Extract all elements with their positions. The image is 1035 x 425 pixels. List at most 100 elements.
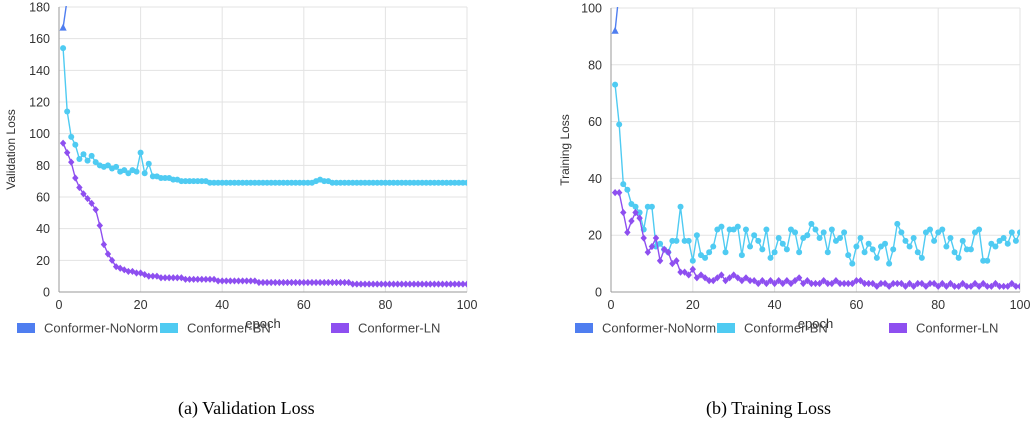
series-line [614, 84, 1020, 265]
data-point [243, 277, 250, 285]
data-point [612, 81, 619, 88]
legend-swatch [17, 323, 35, 333]
data-point [673, 237, 680, 244]
grid [59, 6, 468, 292]
validation-loss-chart: 0 20 40 60 80 100 0 20 40 60 80 100 120 140 160 180 epoc… [4, 1, 477, 336]
x-tick-label: 40 [768, 298, 782, 312]
data-point [227, 277, 234, 285]
data-point [214, 277, 222, 285]
data-point [133, 269, 140, 277]
data-point [333, 278, 340, 287]
data-point [644, 248, 652, 256]
data-point [329, 278, 336, 287]
data-point [365, 280, 373, 288]
data-point [812, 279, 819, 288]
training-loss-chart: 0 20 40 60 80 100 0 20 40 60 80 100 epoch Training Lo… [558, 2, 1030, 336]
y-tick-label: 100 [29, 127, 50, 141]
data-point [890, 246, 897, 253]
caption-validation-loss: (a) Validation Loss [178, 398, 315, 418]
data-point [828, 279, 836, 288]
y-tick-label: 20 [36, 254, 50, 268]
legend-swatch [575, 323, 593, 333]
data-point [779, 240, 786, 247]
data-point [341, 278, 348, 287]
x-tick-label: 0 [56, 298, 63, 312]
data-point [718, 223, 725, 230]
data-point [431, 280, 438, 288]
data-point [414, 280, 422, 288]
data-point [427, 280, 434, 288]
data-point [1008, 229, 1015, 236]
legend-swatch [889, 323, 907, 333]
data-point [710, 277, 717, 285]
data-point [624, 186, 631, 193]
data-point [259, 278, 267, 287]
data-point [353, 280, 361, 288]
data-point [104, 162, 111, 169]
data-point [689, 265, 696, 273]
data-point [873, 282, 881, 290]
data-point [648, 203, 655, 210]
data-point [1000, 235, 1007, 242]
data-point [930, 279, 938, 288]
data-point [190, 275, 197, 283]
data-point [72, 141, 79, 148]
data-point [800, 279, 807, 288]
data-point [853, 277, 860, 285]
data-point [902, 237, 909, 244]
data-point [231, 277, 238, 285]
data-point [410, 280, 418, 288]
data-point [722, 249, 729, 256]
data-point [145, 272, 152, 280]
data-point [771, 249, 778, 256]
data-point [104, 250, 112, 258]
data-point [816, 235, 823, 242]
data-point [894, 220, 901, 227]
data-point [337, 278, 344, 287]
data-point [951, 249, 958, 256]
data-point [304, 278, 312, 287]
data-point [931, 237, 938, 244]
legend-item-label: Conformer-BN [744, 321, 828, 336]
data-point [620, 181, 627, 188]
legend-item-label: Conformer-LN [916, 321, 998, 336]
data-point [706, 249, 713, 256]
data-point [795, 274, 803, 282]
data-point [796, 249, 803, 256]
legend-item-label: Conformer-NoNorm [602, 321, 716, 336]
data-point [730, 271, 737, 279]
data-point [857, 277, 864, 285]
data-point [390, 280, 397, 288]
data-point [276, 278, 283, 287]
y-tick-label: 20 [588, 229, 602, 243]
data-point [820, 229, 827, 236]
data-point [751, 232, 758, 239]
data-point [463, 280, 467, 288]
caption-training-loss: (b) Training Loss [706, 398, 832, 418]
data-point [121, 266, 128, 274]
data-point [272, 278, 279, 287]
data-point [80, 190, 87, 198]
data-point [88, 199, 95, 207]
data-point [975, 282, 983, 290]
data-point [783, 246, 790, 253]
data-point [308, 278, 316, 287]
data-point [885, 282, 893, 290]
data-point [853, 243, 860, 250]
data-point [718, 271, 725, 279]
data-point [886, 260, 893, 267]
data-point [841, 229, 848, 236]
data-point [239, 277, 246, 285]
data-point [247, 277, 254, 285]
data-point [186, 275, 193, 283]
data-point [918, 254, 925, 261]
data-point [914, 279, 921, 288]
y-axis-label: Training Loss [558, 114, 572, 186]
data-point [288, 278, 295, 287]
data-point [927, 226, 934, 233]
data-point [746, 277, 754, 285]
data-point [861, 249, 868, 256]
y-tick-label: 160 [29, 32, 50, 46]
y-tick-label: 180 [29, 1, 50, 15]
data-point [783, 277, 791, 285]
